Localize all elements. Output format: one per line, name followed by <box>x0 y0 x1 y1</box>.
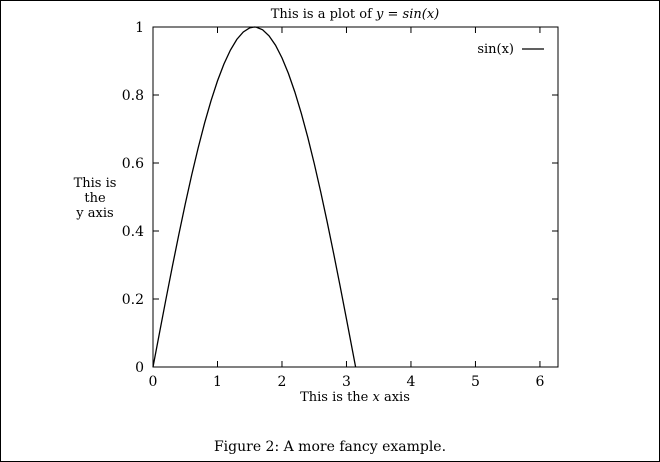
y-tick-label: 0 <box>135 360 144 376</box>
legend: sin(x) <box>477 42 544 57</box>
y-axis-label-line: y axis <box>76 206 114 221</box>
x-tick-label: 5 <box>471 374 480 390</box>
axis-ticks: 0 1 2 3 4 5 6 0 0.2 0.4 0.6 0.8 1 <box>122 20 558 390</box>
plot-area-border <box>152 26 559 368</box>
x-tick-label: 6 <box>535 374 544 390</box>
y-axis-label-line: the <box>84 191 106 206</box>
y-tick-label: 0.4 <box>122 224 144 240</box>
series-layer <box>152 26 357 368</box>
x-axis-label: This is the x axis <box>300 390 410 405</box>
x-tick-label: 2 <box>278 374 287 390</box>
series-line-sin-x <box>152 26 357 368</box>
x-tick-label: 4 <box>407 374 416 390</box>
y-tick-label: 1 <box>135 20 144 36</box>
y-tick-label: 0.8 <box>122 88 144 104</box>
y-tick-label: 0.6 <box>122 156 144 172</box>
x-tick-label: 0 <box>149 374 158 390</box>
figure-caption: Figure 2: A more fancy example. <box>213 439 447 455</box>
x-tick-label: 1 <box>213 374 222 390</box>
legend-label: sin(x) <box>477 42 514 57</box>
chart-title: This is a plot of y = sin(x) <box>271 7 439 22</box>
y-axis-label-line: This is <box>73 176 117 191</box>
x-tick-label: 3 <box>342 374 351 390</box>
y-tick-label: 0.2 <box>122 292 144 308</box>
y-axis-label: This is the y axis <box>50 176 140 221</box>
